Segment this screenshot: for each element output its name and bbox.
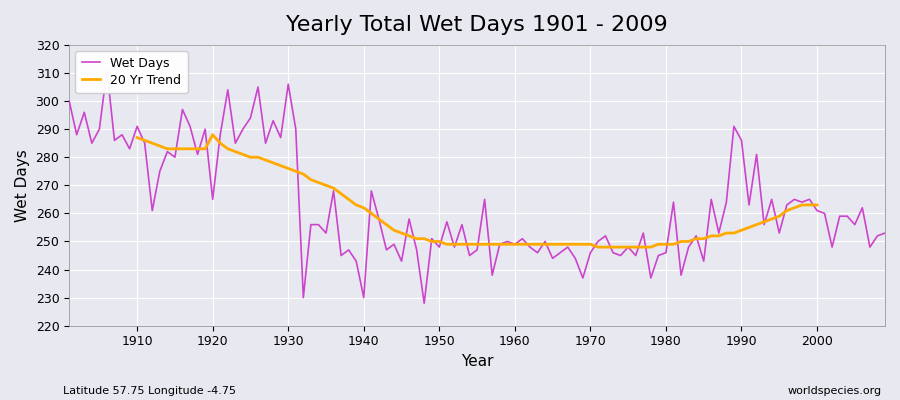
20 Yr Trend [532, 242, 543, 247]
20 Yr Trend [222, 146, 233, 151]
Line: Wet Days: Wet Days [69, 70, 885, 303]
20 Yr Trend [804, 202, 814, 207]
X-axis label: Year: Year [461, 354, 493, 369]
Wet Days [616, 253, 626, 258]
Text: Latitude 57.75 Longitude -4.75: Latitude 57.75 Longitude -4.75 [63, 386, 236, 396]
20 Yr Trend [298, 172, 309, 176]
Legend: Wet Days, 20 Yr Trend: Wet Days, 20 Yr Trend [76, 51, 188, 93]
Wet Days [418, 301, 429, 306]
Wet Days [343, 248, 354, 252]
20 Yr Trend [721, 231, 732, 236]
20 Yr Trend [313, 180, 324, 185]
Y-axis label: Wet Days: Wet Days [15, 149, 30, 222]
20 Yr Trend [592, 245, 603, 250]
Text: worldspecies.org: worldspecies.org [788, 386, 882, 396]
20 Yr Trend [131, 135, 142, 140]
Wet Days [517, 236, 527, 241]
Wet Days [102, 68, 112, 72]
Wet Days [131, 124, 142, 129]
Wet Days [298, 295, 309, 300]
Wet Days [879, 231, 890, 236]
Wet Days [64, 99, 75, 104]
20 Yr Trend [207, 132, 218, 137]
20 Yr Trend [812, 202, 823, 207]
Title: Yearly Total Wet Days 1901 - 2009: Yearly Total Wet Days 1901 - 2009 [286, 15, 668, 35]
Line: 20 Yr Trend: 20 Yr Trend [137, 135, 817, 247]
Wet Days [525, 245, 535, 250]
